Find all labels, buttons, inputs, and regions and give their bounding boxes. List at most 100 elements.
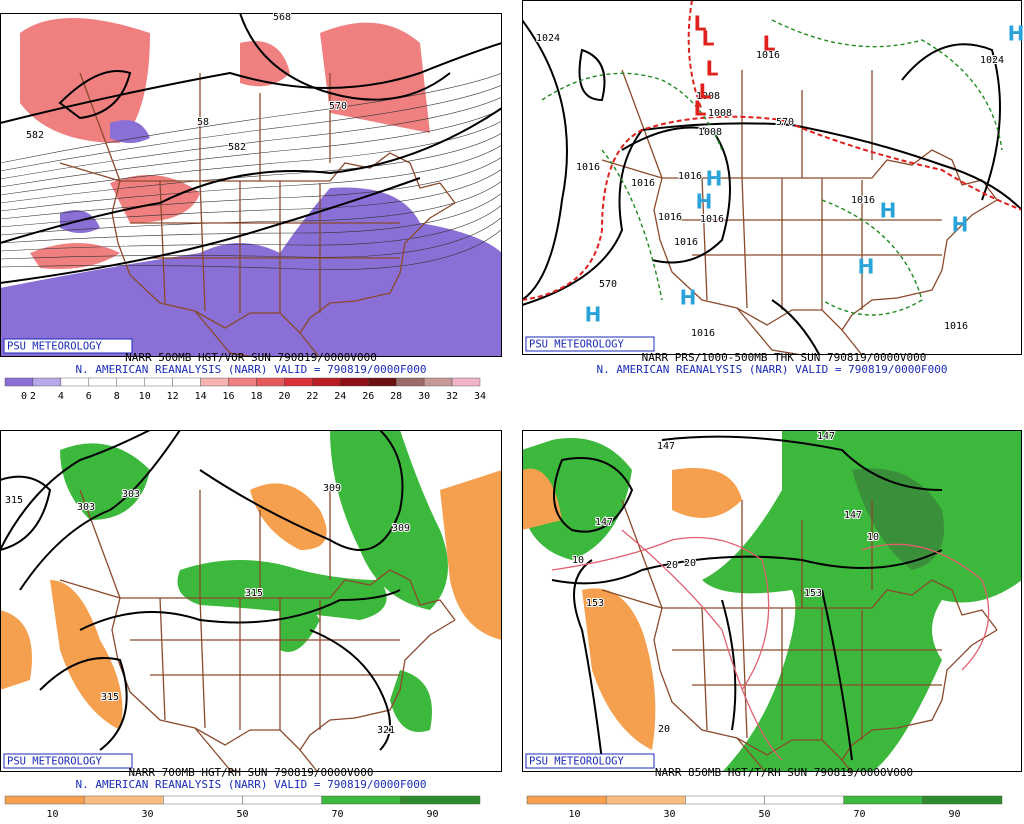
colorbar-swatch bbox=[83, 795, 164, 805]
shaded-area bbox=[177, 560, 387, 620]
colorbar-swatch bbox=[256, 377, 285, 387]
contour-label: 1008 bbox=[696, 91, 720, 102]
logo: PSU METEOROLOGY bbox=[529, 756, 625, 768]
shaded-area bbox=[522, 438, 632, 560]
thickness-contour bbox=[687, 0, 703, 111]
thin-contour bbox=[0, 84, 502, 172]
thin-contour bbox=[0, 120, 502, 196]
colorbar-label: 6 bbox=[86, 391, 92, 402]
colorbar-swatch bbox=[340, 377, 369, 387]
colorbar-swatch bbox=[284, 377, 313, 387]
thin-contour bbox=[0, 108, 502, 188]
thin-contour bbox=[0, 156, 502, 220]
logo: PSU METEOROLOGY bbox=[529, 339, 625, 351]
height-contour bbox=[79, 589, 401, 631]
pressure-center: L bbox=[763, 32, 776, 56]
temperature-contour bbox=[621, 529, 783, 761]
pressure-center: L bbox=[694, 12, 707, 36]
panel-title: NARR 700MB HGT/RH SUN 790819/0000V000 bbox=[128, 766, 373, 779]
panel-subtitle: N. AMERICAN REANALYSIS (NARR) VALID = 79… bbox=[76, 778, 427, 791]
height-contour bbox=[901, 43, 1001, 201]
contour-label: 321 bbox=[377, 725, 395, 736]
colorbar-label: 26 bbox=[362, 391, 374, 402]
colorbar-swatch bbox=[843, 795, 924, 805]
pressure-center: H bbox=[680, 286, 697, 310]
thin-contour bbox=[0, 72, 502, 164]
contour-label: 1016 bbox=[851, 195, 875, 206]
colorbar-label: 34 bbox=[474, 391, 486, 402]
map-area bbox=[0, 13, 502, 357]
contour-label: 1016 bbox=[576, 162, 600, 173]
pressure-center: L bbox=[706, 57, 719, 81]
colorbar-label: 24 bbox=[334, 391, 346, 402]
contour-label: 58 bbox=[197, 117, 209, 128]
panel-title: NARR 500MB HGT/VOR SUN 790819/0000V000 bbox=[125, 351, 377, 364]
contour-label: 1016 bbox=[944, 321, 968, 332]
height-contour bbox=[0, 177, 421, 284]
height-contour bbox=[58, 70, 132, 120]
colorbar-swatch bbox=[172, 377, 201, 387]
contour-label: 309 bbox=[323, 483, 341, 494]
contour-label: 20 bbox=[684, 558, 696, 569]
colorbar-label: 14 bbox=[195, 391, 207, 402]
contour-label: 570 bbox=[776, 117, 794, 128]
contour-label: 582 bbox=[26, 130, 44, 141]
map-area bbox=[522, 0, 1022, 355]
colorbar-label: 4 bbox=[58, 391, 64, 402]
height-contour bbox=[771, 299, 821, 355]
contour-label: 147 bbox=[595, 517, 613, 528]
contour-label: 315 bbox=[5, 495, 23, 506]
temperature-contour bbox=[551, 536, 770, 691]
height-contour bbox=[661, 435, 943, 491]
shaded-area bbox=[20, 18, 150, 143]
contour-label: 20 bbox=[666, 560, 678, 571]
colorbar-swatch bbox=[116, 377, 145, 387]
shaded-area bbox=[522, 468, 562, 530]
height-contour bbox=[522, 122, 1022, 306]
colorbar-swatch bbox=[200, 377, 229, 387]
colorbar-swatch bbox=[423, 377, 453, 387]
map-panel: 315 303 303 309 309 315 315 321 PSU METEOROLOGY bbox=[0, 430, 502, 772]
logo: PSU METEOROLOGY bbox=[7, 756, 103, 768]
panel-title: NARR PRS/1000-500MB THK SUN 790819/0000V… bbox=[642, 351, 927, 364]
colorbar-swatch bbox=[60, 377, 90, 387]
contour-label: 1016 bbox=[691, 328, 715, 339]
colorbar-swatch bbox=[321, 795, 402, 805]
contour-label: 303 bbox=[122, 489, 140, 500]
contour-label: 1008 bbox=[708, 108, 732, 119]
map-border bbox=[522, 430, 1022, 772]
shaded-area bbox=[60, 443, 150, 520]
colorbar-label: 10 bbox=[139, 391, 151, 402]
colorbar-swatch bbox=[312, 377, 341, 387]
height-contour bbox=[621, 126, 731, 264]
colorbar-swatch bbox=[922, 795, 1003, 805]
colorbar-swatch bbox=[242, 795, 322, 805]
map-panel: 147 147 147 147 153 153 10 20 20 10 20 PSU METEOROL… bbox=[522, 430, 1022, 772]
contour-label: 1016 bbox=[631, 178, 655, 189]
map-border bbox=[522, 0, 1022, 355]
shaded-area bbox=[852, 468, 944, 570]
logo-box bbox=[3, 753, 133, 769]
map-panel: 568 570 582 58 582 PSU METEOROLOGY bbox=[0, 11, 502, 357]
height-contour bbox=[19, 430, 181, 591]
height-contour bbox=[239, 13, 451, 101]
thickness-contour bbox=[771, 19, 1003, 151]
colorbar-label: 28 bbox=[390, 391, 402, 402]
contour-label: 315 bbox=[101, 692, 119, 703]
map-panel: 1024 1024 1016 1008 1008 1008 570 1016 1016 1016 1… bbox=[522, 0, 1024, 355]
contour-label: 153 bbox=[804, 588, 822, 599]
map-border bbox=[0, 430, 502, 772]
shaded-area bbox=[250, 483, 327, 550]
colorbar-label: 50 bbox=[236, 809, 248, 819]
height-contour bbox=[0, 42, 502, 124]
map-area bbox=[522, 430, 1022, 772]
colorbar-label: 70 bbox=[853, 809, 865, 819]
height-contour bbox=[309, 629, 391, 751]
shaded-area bbox=[50, 580, 123, 730]
shaded-area bbox=[440, 470, 502, 640]
logo-box bbox=[525, 336, 655, 352]
thin-contour bbox=[0, 144, 502, 212]
map-area bbox=[0, 430, 502, 772]
contour-label: 1016 bbox=[678, 171, 702, 182]
colorbar-label: 2 bbox=[30, 391, 36, 402]
